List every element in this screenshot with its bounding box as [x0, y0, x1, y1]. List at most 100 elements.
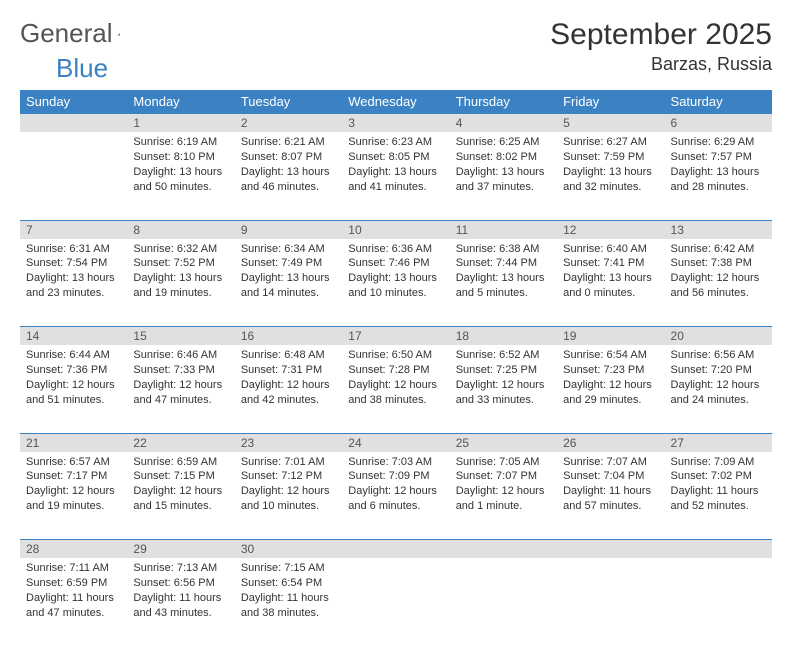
daylight-line: Daylight: 13 hours and 10 minutes. [348, 271, 443, 301]
sunset-line: Sunset: 7:25 PM [456, 363, 551, 378]
day-number-cell: 18 [450, 327, 557, 346]
sunrise-line: Sunrise: 6:36 AM [348, 242, 443, 257]
sunrise-line: Sunrise: 7:07 AM [563, 455, 658, 470]
sunrise-line: Sunrise: 6:38 AM [456, 242, 551, 257]
day-number-cell [20, 114, 127, 133]
day-number-cell: 13 [665, 220, 772, 239]
sunset-line: Sunset: 7:36 PM [26, 363, 121, 378]
col-wednesday: Wednesday [342, 90, 449, 114]
sunrise-line: Sunrise: 6:25 AM [456, 135, 551, 150]
day-content-cell: Sunrise: 7:01 AMSunset: 7:12 PMDaylight:… [235, 452, 342, 540]
sunrise-line: Sunrise: 6:40 AM [563, 242, 658, 257]
sunset-line: Sunset: 7:02 PM [671, 469, 766, 484]
day-content-cell: Sunrise: 7:13 AMSunset: 6:56 PMDaylight:… [127, 558, 234, 646]
day-number-cell [665, 540, 772, 559]
day-content-cell: Sunrise: 6:56 AMSunset: 7:20 PMDaylight:… [665, 345, 772, 433]
daylight-line: Daylight: 12 hours and 51 minutes. [26, 378, 121, 408]
sunset-line: Sunset: 7:04 PM [563, 469, 658, 484]
sunrise-line: Sunrise: 6:21 AM [241, 135, 336, 150]
day-content-cell: Sunrise: 6:50 AMSunset: 7:28 PMDaylight:… [342, 345, 449, 433]
day-content-cell: Sunrise: 6:59 AMSunset: 7:15 PMDaylight:… [127, 452, 234, 540]
day-number-cell: 21 [20, 433, 127, 452]
day-content-cell: Sunrise: 6:29 AMSunset: 7:57 PMDaylight:… [665, 132, 772, 220]
daylight-line: Daylight: 11 hours and 57 minutes. [563, 484, 658, 514]
sunset-line: Sunset: 7:52 PM [133, 256, 228, 271]
sunrise-line: Sunrise: 7:01 AM [241, 455, 336, 470]
day-content-cell: Sunrise: 6:48 AMSunset: 7:31 PMDaylight:… [235, 345, 342, 433]
day-number-cell: 28 [20, 540, 127, 559]
day-number-cell: 3 [342, 114, 449, 133]
daylight-line: Daylight: 13 hours and 46 minutes. [241, 165, 336, 195]
day-content-cell [450, 558, 557, 646]
location: Barzas, Russia [550, 54, 772, 75]
sunrise-line: Sunrise: 6:57 AM [26, 455, 121, 470]
day-number-cell: 16 [235, 327, 342, 346]
day-number-cell: 9 [235, 220, 342, 239]
day-number-cell [557, 540, 664, 559]
sunset-line: Sunset: 7:17 PM [26, 469, 121, 484]
sunset-line: Sunset: 7:09 PM [348, 469, 443, 484]
col-friday: Friday [557, 90, 664, 114]
day-content-cell: Sunrise: 6:52 AMSunset: 7:25 PMDaylight:… [450, 345, 557, 433]
sunset-line: Sunset: 7:31 PM [241, 363, 336, 378]
day-content-cell: Sunrise: 7:09 AMSunset: 7:02 PMDaylight:… [665, 452, 772, 540]
day-number-cell: 12 [557, 220, 664, 239]
day-number-cell: 26 [557, 433, 664, 452]
month-title: September 2025 [550, 18, 772, 52]
daylight-line: Daylight: 13 hours and 28 minutes. [671, 165, 766, 195]
day-content-cell [557, 558, 664, 646]
calendar-table: Sunday Monday Tuesday Wednesday Thursday… [20, 90, 772, 646]
col-saturday: Saturday [665, 90, 772, 114]
col-sunday: Sunday [20, 90, 127, 114]
sunrise-line: Sunrise: 7:11 AM [26, 561, 121, 576]
day-number-cell: 8 [127, 220, 234, 239]
daynum-row: 21222324252627 [20, 433, 772, 452]
daynum-row: 78910111213 [20, 220, 772, 239]
content-row: Sunrise: 6:44 AMSunset: 7:36 PMDaylight:… [20, 345, 772, 433]
day-content-cell: Sunrise: 6:25 AMSunset: 8:02 PMDaylight:… [450, 132, 557, 220]
sunset-line: Sunset: 7:57 PM [671, 150, 766, 165]
logo-sail-icon [117, 23, 121, 45]
day-content-cell [342, 558, 449, 646]
day-content-cell: Sunrise: 6:54 AMSunset: 7:23 PMDaylight:… [557, 345, 664, 433]
daylight-line: Daylight: 12 hours and 29 minutes. [563, 378, 658, 408]
day-number-cell: 22 [127, 433, 234, 452]
day-number-cell: 7 [20, 220, 127, 239]
day-number-cell: 15 [127, 327, 234, 346]
daylight-line: Daylight: 12 hours and 56 minutes. [671, 271, 766, 301]
daylight-line: Daylight: 13 hours and 19 minutes. [133, 271, 228, 301]
sunset-line: Sunset: 7:59 PM [563, 150, 658, 165]
day-content-cell: Sunrise: 7:05 AMSunset: 7:07 PMDaylight:… [450, 452, 557, 540]
daylight-line: Daylight: 12 hours and 38 minutes. [348, 378, 443, 408]
daylight-line: Daylight: 12 hours and 15 minutes. [133, 484, 228, 514]
day-content-cell: Sunrise: 7:03 AMSunset: 7:09 PMDaylight:… [342, 452, 449, 540]
col-tuesday: Tuesday [235, 90, 342, 114]
sunrise-line: Sunrise: 7:13 AM [133, 561, 228, 576]
day-content-cell: Sunrise: 6:40 AMSunset: 7:41 PMDaylight:… [557, 239, 664, 327]
sunrise-line: Sunrise: 6:32 AM [133, 242, 228, 257]
sunrise-line: Sunrise: 6:23 AM [348, 135, 443, 150]
content-row: Sunrise: 6:57 AMSunset: 7:17 PMDaylight:… [20, 452, 772, 540]
day-number-cell: 17 [342, 327, 449, 346]
sunset-line: Sunset: 7:44 PM [456, 256, 551, 271]
daylight-line: Daylight: 13 hours and 14 minutes. [241, 271, 336, 301]
content-row: Sunrise: 7:11 AMSunset: 6:59 PMDaylight:… [20, 558, 772, 646]
sunrise-line: Sunrise: 7:09 AM [671, 455, 766, 470]
day-content-cell: Sunrise: 6:27 AMSunset: 7:59 PMDaylight:… [557, 132, 664, 220]
sunset-line: Sunset: 7:15 PM [133, 469, 228, 484]
content-row: Sunrise: 6:19 AMSunset: 8:10 PMDaylight:… [20, 132, 772, 220]
day-number-cell: 10 [342, 220, 449, 239]
weekday-header-row: Sunday Monday Tuesday Wednesday Thursday… [20, 90, 772, 114]
day-content-cell: Sunrise: 6:42 AMSunset: 7:38 PMDaylight:… [665, 239, 772, 327]
day-content-cell [20, 132, 127, 220]
logo-text-1: General [20, 18, 113, 49]
daylight-line: Daylight: 11 hours and 47 minutes. [26, 591, 121, 621]
sunset-line: Sunset: 6:54 PM [241, 576, 336, 591]
col-thursday: Thursday [450, 90, 557, 114]
day-number-cell: 20 [665, 327, 772, 346]
day-number-cell: 25 [450, 433, 557, 452]
daylight-line: Daylight: 13 hours and 50 minutes. [133, 165, 228, 195]
day-number-cell: 2 [235, 114, 342, 133]
daylight-line: Daylight: 12 hours and 19 minutes. [26, 484, 121, 514]
sunrise-line: Sunrise: 6:48 AM [241, 348, 336, 363]
